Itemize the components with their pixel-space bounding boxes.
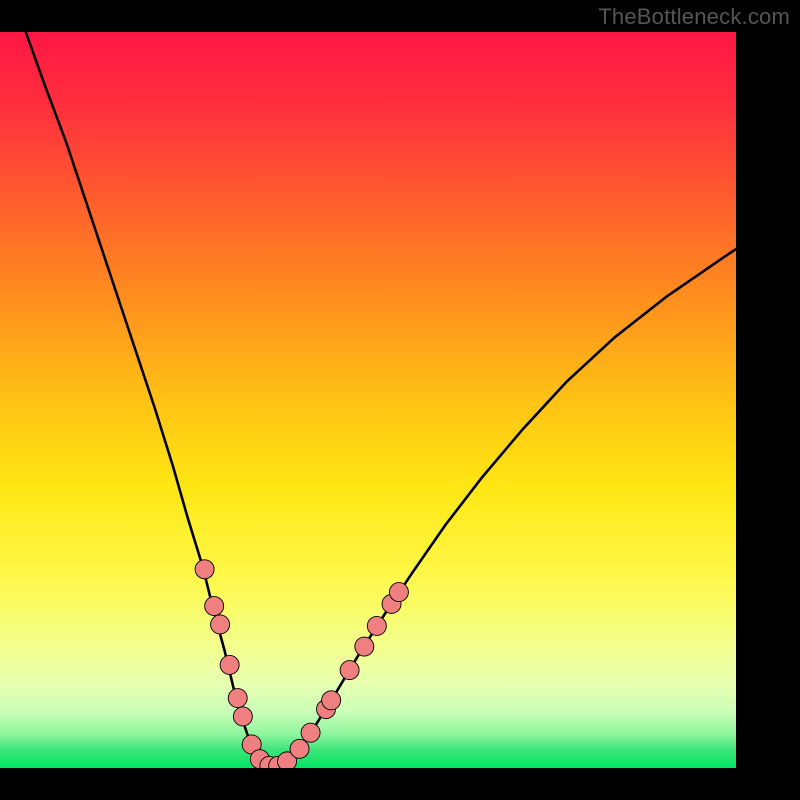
data-marker [389,583,408,602]
data-marker [228,689,247,708]
data-marker [322,691,341,710]
data-marker [301,723,320,742]
chart-stage: TheBottleneck.com [0,0,800,800]
data-marker [211,615,230,634]
data-marker [367,616,386,635]
data-marker [340,661,359,680]
data-marker [290,739,309,758]
plot-background [0,32,736,768]
bottleneck-chart-svg [0,0,800,800]
data-marker [205,597,224,616]
data-marker [233,707,252,726]
data-marker [355,637,374,656]
data-marker [195,560,214,579]
watermark-label: TheBottleneck.com [598,4,790,30]
data-marker [220,655,239,674]
